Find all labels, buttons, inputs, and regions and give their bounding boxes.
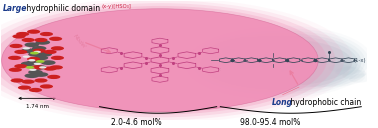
Circle shape	[43, 66, 57, 71]
Text: 2.0-4.6 mol%: 2.0-4.6 mol%	[111, 118, 161, 127]
Text: x: x	[217, 67, 220, 72]
Circle shape	[36, 60, 45, 63]
Text: Long: Long	[271, 98, 293, 107]
Circle shape	[33, 49, 46, 53]
Ellipse shape	[206, 39, 352, 86]
Circle shape	[14, 64, 28, 68]
Circle shape	[0, 3, 335, 117]
Circle shape	[14, 50, 28, 54]
Circle shape	[26, 60, 41, 65]
Text: (x-y)[HSO₃]: (x-y)[HSO₃]	[101, 4, 131, 9]
Circle shape	[11, 78, 24, 83]
Circle shape	[23, 55, 30, 58]
Circle shape	[29, 88, 42, 92]
Circle shape	[22, 79, 35, 84]
Circle shape	[25, 42, 39, 47]
Circle shape	[0, 0, 353, 123]
Circle shape	[47, 75, 60, 79]
Circle shape	[16, 32, 29, 36]
Circle shape	[34, 78, 48, 83]
Circle shape	[36, 40, 50, 45]
Circle shape	[34, 72, 48, 77]
Ellipse shape	[206, 36, 308, 74]
Circle shape	[27, 57, 40, 61]
Ellipse shape	[280, 62, 365, 87]
Circle shape	[31, 65, 44, 70]
Circle shape	[32, 65, 46, 70]
Circle shape	[28, 70, 43, 74]
Circle shape	[12, 34, 26, 39]
Circle shape	[37, 52, 52, 57]
Ellipse shape	[200, 35, 358, 90]
Circle shape	[23, 47, 30, 50]
Circle shape	[22, 38, 35, 42]
Circle shape	[8, 56, 21, 60]
Text: Large: Large	[3, 4, 27, 13]
Circle shape	[9, 68, 22, 72]
Circle shape	[40, 84, 53, 89]
Circle shape	[0, 0, 344, 120]
Circle shape	[34, 51, 41, 53]
Circle shape	[51, 46, 64, 50]
Text: (1-x): (1-x)	[354, 58, 367, 63]
Ellipse shape	[349, 73, 373, 83]
Circle shape	[40, 32, 53, 36]
Circle shape	[29, 69, 37, 71]
Circle shape	[0, 6, 327, 115]
Ellipse shape	[201, 37, 276, 70]
Circle shape	[28, 59, 36, 61]
Circle shape	[2, 9, 318, 112]
Ellipse shape	[189, 28, 369, 97]
Circle shape	[51, 56, 64, 60]
Circle shape	[41, 60, 56, 65]
Circle shape	[34, 55, 48, 60]
Ellipse shape	[196, 33, 361, 92]
Text: hydrophobic chain: hydrophobic chain	[288, 98, 362, 107]
Circle shape	[34, 38, 48, 42]
Circle shape	[28, 52, 43, 57]
Circle shape	[43, 50, 57, 54]
Circle shape	[34, 63, 41, 65]
Circle shape	[2, 9, 318, 112]
Circle shape	[49, 37, 62, 41]
Text: hydrophilic domain: hydrophilic domain	[24, 4, 100, 13]
Circle shape	[18, 86, 31, 90]
Circle shape	[32, 46, 46, 51]
Circle shape	[50, 65, 63, 70]
Circle shape	[21, 61, 36, 66]
Circle shape	[9, 44, 23, 48]
Ellipse shape	[193, 31, 365, 95]
Circle shape	[30, 52, 39, 55]
Ellipse shape	[237, 52, 365, 87]
Circle shape	[25, 73, 39, 78]
Circle shape	[21, 48, 36, 53]
Ellipse shape	[342, 70, 366, 79]
Text: Model: Model	[72, 33, 87, 49]
Circle shape	[39, 66, 46, 69]
Text: 1.74 nm: 1.74 nm	[26, 104, 49, 109]
Ellipse shape	[335, 67, 360, 75]
Circle shape	[26, 66, 34, 69]
Text: 98.0-95.4 mol%: 98.0-95.4 mol%	[240, 118, 300, 127]
Circle shape	[27, 30, 40, 34]
